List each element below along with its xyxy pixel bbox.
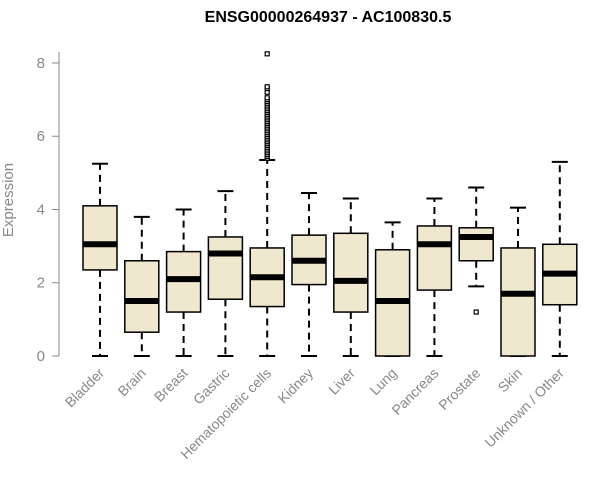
outlier-point [264,95,270,101]
box-gastric [207,190,244,357]
box-liver [333,197,369,357]
x-tick-label: Bladder [62,365,108,411]
box-iqr [207,236,244,300]
outlier-point [264,84,270,90]
x-tick-label: Liver [325,365,358,398]
box-kidney [291,192,327,357]
y-axis-ticks: 0 2 4 6 8 [37,55,59,365]
boxes-group [82,51,578,357]
y-tick-label: 6 [37,128,45,145]
box-bladder [82,162,118,357]
outlier-point [264,51,270,57]
x-tick-label: Lung [366,365,399,398]
x-tick-label: Brain [114,365,148,399]
box-iqr [458,227,494,262]
x-tick-label: Skin [495,365,526,396]
box-unknown-other [542,160,578,357]
box-iqr [500,247,536,357]
y-axis-label: Expression [0,163,17,237]
x-tick-label: Prostate [435,365,483,413]
box-iqr [333,232,369,313]
box-prostate [458,186,494,315]
x-tick-label: Unknown / Other [481,365,567,451]
box-brain [124,215,160,357]
box-iqr [124,260,160,333]
box-pancreas [416,197,453,357]
y-tick-label: 4 [37,201,45,218]
y-tick-label: 8 [37,55,45,72]
box-lung [374,221,411,357]
x-tick-label: Kidney [275,365,317,407]
outlier-point [473,309,479,315]
y-tick-label: 2 [37,275,45,292]
box-breast [165,208,202,357]
box-iqr [416,225,453,291]
y-tick-label: 0 [37,348,45,365]
x-tick-label: Breast [151,365,191,405]
box-skin [500,206,536,357]
box-iqr [82,205,118,271]
chart-title: ENSG00000264937 - AC100830.5 [205,9,452,26]
box-hematopoietic-cells [249,51,285,357]
